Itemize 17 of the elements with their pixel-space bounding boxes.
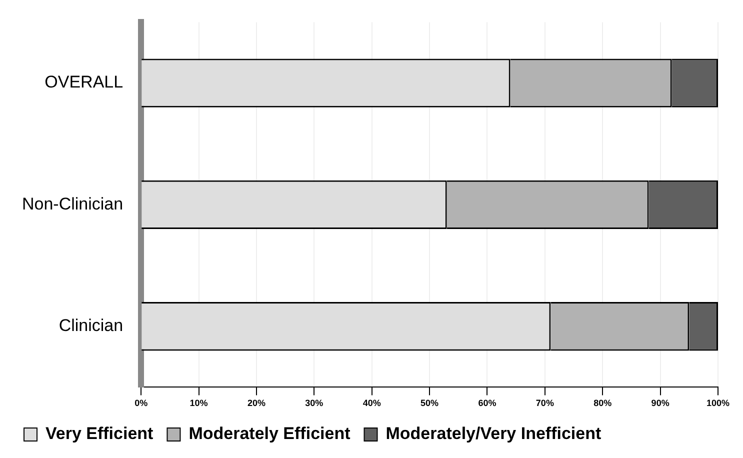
- y-tick-label: Clinician: [58, 316, 124, 336]
- x-tick-label: 100%: [706, 398, 730, 408]
- x-tick-label: 40%: [362, 398, 381, 408]
- legend-label: Very Efficient: [46, 424, 154, 444]
- x-tick-label: 60%: [478, 398, 496, 408]
- x-tick-label: 80%: [594, 398, 612, 408]
- legend-label: Moderately Efficient: [188, 424, 351, 444]
- x-tick-label: 70%: [536, 398, 554, 408]
- x-tick-label: 90%: [651, 398, 670, 408]
- x-tick-label: 0%: [134, 398, 148, 408]
- x-tick-label: 30%: [305, 398, 324, 408]
- x-tick-label: 10%: [190, 398, 208, 408]
- y-tick-label: Non-Clinician: [22, 194, 124, 214]
- legend-label: Moderately/Very Inefficient: [386, 424, 602, 444]
- y-tick-label: OVERALL: [44, 72, 124, 92]
- x-tick-label: 20%: [247, 398, 266, 408]
- x-tick-label: 50%: [420, 398, 439, 408]
